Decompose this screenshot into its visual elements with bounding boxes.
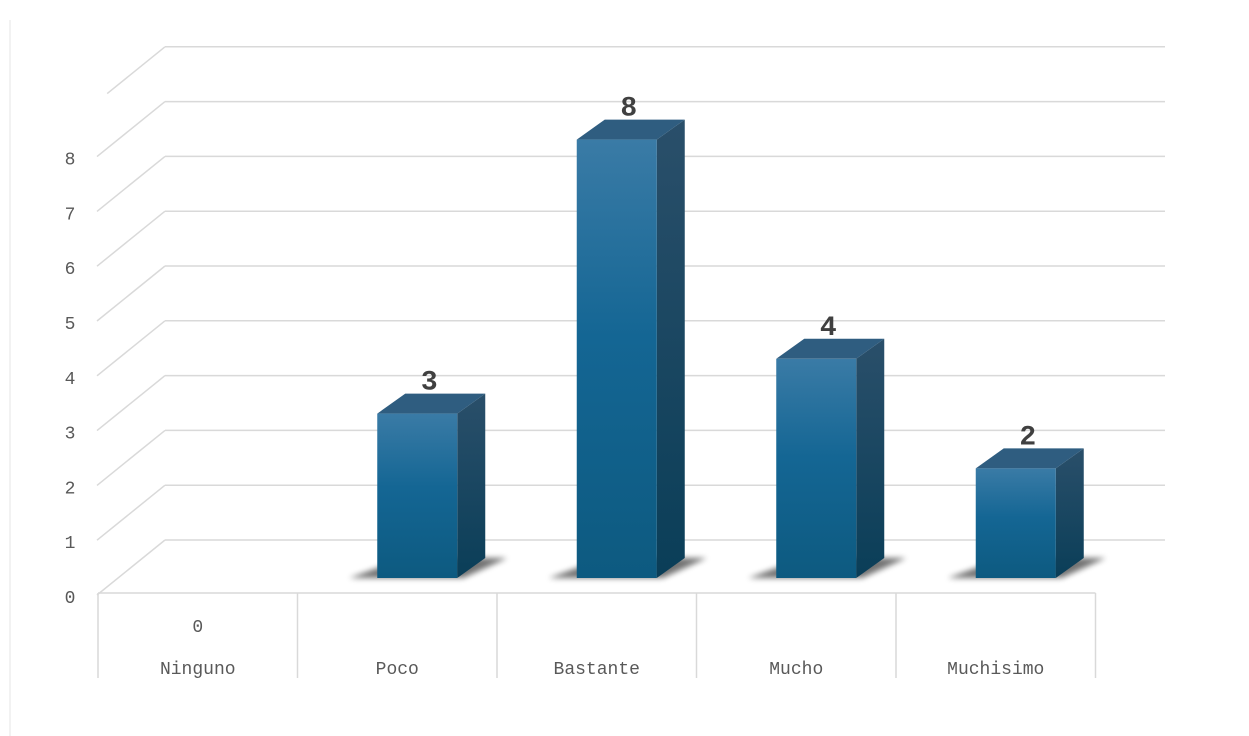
y-axis-ticks: 0 1 2 3 4 5 6 7 8	[65, 151, 76, 609]
data-label: 0	[192, 618, 203, 638]
category-label: Mucho	[769, 660, 823, 680]
category-label: Poco	[376, 660, 419, 680]
gridline-diagonal	[96, 210, 166, 267]
data-label: 3	[421, 368, 438, 399]
y-tick-label: 8	[65, 151, 76, 171]
bar-top	[776, 338, 885, 359]
category-label: Muchisimo	[947, 660, 1044, 680]
data-labels: 0 3 8 4 2	[192, 94, 1036, 638]
gridline-diagonal	[96, 265, 166, 322]
data-label: 8	[620, 94, 637, 125]
gridline-diagonal	[96, 320, 166, 377]
bar-side	[656, 119, 685, 578]
bar-top	[975, 448, 1084, 469]
bar-top	[576, 119, 685, 140]
category-labels: Ninguno Poco Bastante Mucho Muchisimo	[160, 660, 1044, 680]
bars	[349, 119, 1106, 578]
y-tick-label: 1	[65, 534, 76, 554]
y-tick-label: 5	[65, 315, 76, 335]
gridline-diagonal	[96, 375, 166, 432]
bar	[776, 358, 857, 578]
bar	[975, 468, 1056, 578]
gridline-diagonal	[96, 429, 166, 486]
y-tick-label: 6	[65, 260, 76, 280]
y-tick-label: 0	[65, 589, 76, 609]
y-tick-label: 7	[65, 205, 76, 225]
gridline-diagonal	[106, 46, 166, 95]
data-label: 2	[1019, 422, 1036, 453]
gridline-diagonal	[96, 484, 166, 541]
bar	[377, 413, 458, 578]
bar-top	[377, 393, 486, 414]
category-label: Ninguno	[160, 660, 236, 680]
bar-side	[1055, 448, 1084, 578]
y-tick-label: 4	[65, 370, 76, 390]
gridline-diagonal	[96, 155, 166, 212]
gridline-diagonal	[96, 101, 166, 158]
category-table	[97, 592, 1097, 678]
bar	[576, 139, 657, 578]
bar-side	[457, 393, 486, 578]
y-tick-label: 3	[65, 425, 76, 445]
bar-side	[856, 338, 885, 578]
data-label: 4	[820, 313, 837, 344]
category-label: Bastante	[554, 660, 640, 680]
y-tick-label: 2	[65, 479, 76, 499]
gridline-diagonal	[96, 539, 166, 596]
